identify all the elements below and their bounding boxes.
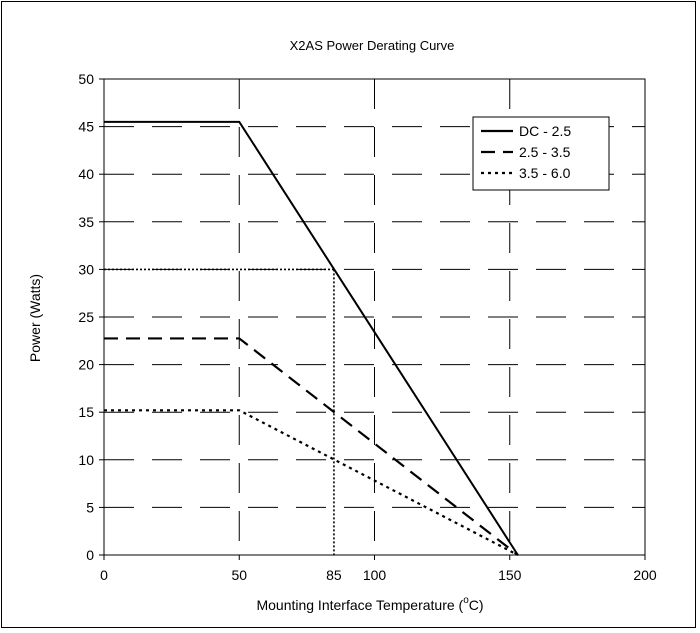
series-line-1 (104, 337, 519, 556)
legend-label-2: 3.5 - 6.0 (519, 165, 571, 181)
y-axis-label: Power (Watts) (27, 274, 43, 362)
x-tick-label-0: 0 (100, 567, 108, 583)
y-tick-label-25: 25 (78, 309, 94, 325)
x-tick-label-200: 200 (633, 567, 657, 583)
y-tick-label-30: 30 (78, 261, 94, 277)
x-annotation-85: 85 (326, 567, 342, 583)
series-line-0 (104, 120, 519, 556)
x-tick-label-150: 150 (498, 567, 522, 583)
reference-lines (104, 268, 335, 555)
legend-label-0: DC - 2.5 (519, 123, 571, 139)
axes (99, 78, 646, 560)
y-tick-label-50: 50 (78, 71, 94, 87)
x-axis-label: Mounting Interface Temperature (oC) (256, 595, 483, 613)
y-tick-label-35: 35 (78, 214, 94, 230)
tick-labels: 0 5 10 15 20 25 30 35 40 45 50 0 50 100 150 200 (78, 71, 656, 583)
y-tick-label-10: 10 (78, 452, 94, 468)
y-tick-label-45: 45 (78, 119, 94, 135)
legend-label-1: 2.5 - 3.5 (519, 144, 571, 160)
x-tick-label-50: 50 (231, 567, 247, 583)
y-tick-label-20: 20 (78, 357, 94, 373)
series-lines (104, 120, 519, 556)
x-tick-label-100: 100 (363, 567, 387, 583)
y-tick-label-5: 5 (86, 499, 94, 515)
series-line-2 (104, 409, 519, 556)
y-tick-label-40: 40 (78, 166, 94, 182)
y-tick-label-15: 15 (78, 404, 94, 420)
chart-title: X2AS Power Derating Curve (290, 38, 455, 53)
legend: DC - 2.5 2.5 - 3.5 3.5 - 6.0 (472, 116, 610, 191)
y-tick-label-0: 0 (86, 547, 94, 563)
legend-box (472, 116, 610, 191)
